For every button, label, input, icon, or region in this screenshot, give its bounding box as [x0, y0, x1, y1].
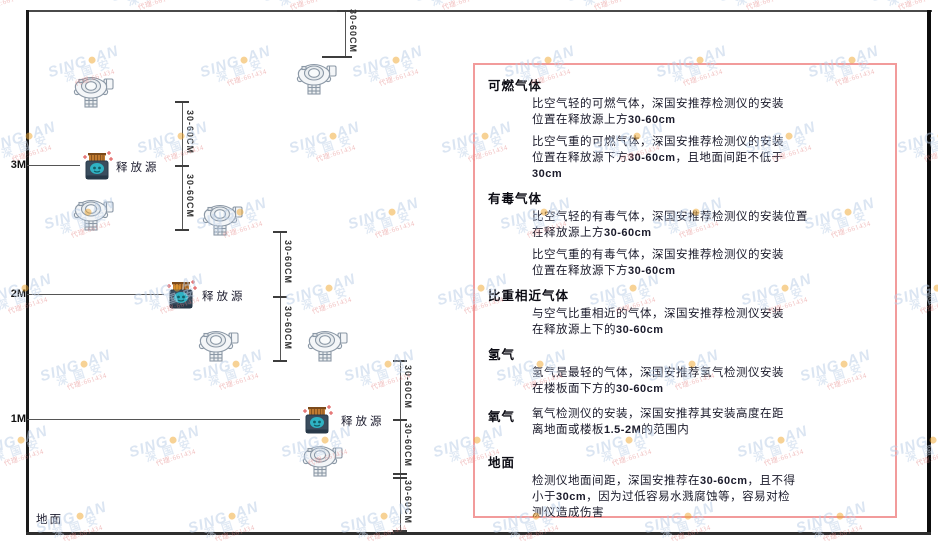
dimension-tick [322, 56, 352, 58]
dimension-tick [273, 296, 287, 298]
gas-detector-icon [202, 204, 243, 236]
gas-detector [72, 193, 114, 231]
section-heading: 比重相近气体 [488, 289, 570, 303]
release-source-icon [167, 280, 197, 309]
section-paragraph: 比空气轻的可燃气体，深国安推荐检测仪的安装 位置在释放源上方30-60cm [532, 98, 784, 126]
installation-notes-panel: 可燃气体比空气轻的可燃气体，深国安推荐检测仪的安装 位置在释放源上方30-60cm… [473, 63, 897, 519]
gas-detector [306, 324, 348, 362]
section-paragraph: 比空气重的有毒气体，深国安推荐检测仪的安装 位置在释放源下方30-60cm [532, 249, 784, 277]
release-source-label: 释放源 [116, 162, 160, 174]
dimension-label: 30-60CM [348, 9, 358, 54]
gas-detector-icon [307, 330, 348, 362]
section-heading: 氧气 [488, 410, 516, 424]
dimension-tick [175, 165, 189, 167]
section-heading: 有毒气体 [488, 192, 543, 206]
section-heading: 氢气 [488, 348, 516, 362]
section-paragraph: 氢气是最轻的气体，深国安推荐氢气检测仪安装 在楼板面下方的30-60cm [532, 367, 784, 395]
gas-detector-icon [73, 76, 114, 108]
height-reference-line [27, 419, 300, 420]
release-source-icon [303, 405, 333, 434]
section-paragraph: 比空气重的可燃气体，深国安推荐检测仪的安装 位置在释放源下方30-60cm，且地面… [532, 136, 784, 180]
section-paragraph: 比空气轻的有毒气体，深国安推荐检测仪的安装位置 在释放源上方30-60cm [532, 211, 808, 239]
right-wall-line [927, 10, 931, 534]
gas-detector [201, 198, 243, 236]
dimension-tick [273, 360, 287, 362]
release-source [299, 404, 335, 436]
height-reference-line [27, 294, 164, 295]
section-paragraph: 与空气比重相近的气体，深国安推荐检测仪安装 在释放源上下的30-60cm [532, 308, 784, 336]
dimension-tick [337, 10, 353, 12]
gas-detector-icon [73, 199, 114, 231]
left-wall-line [26, 10, 29, 534]
dimension-tick [393, 473, 407, 475]
height-label: 1M [10, 413, 26, 425]
dimension-tick [393, 530, 407, 532]
gas-detector [197, 324, 239, 362]
dimension-tick [393, 360, 407, 362]
dimension-tick [175, 229, 189, 231]
gas-detector-icon [302, 445, 343, 477]
dimension-label: 30-60CM [403, 423, 413, 468]
gas-detector [72, 70, 114, 108]
floor-label: 地面 [36, 514, 63, 526]
dimension-label: 30-60CM [185, 174, 195, 219]
ceiling-line [26, 10, 932, 12]
dimension-line [345, 11, 346, 57]
panel-section: 氧气 氧气检测仪的安装，深国安推荐其安装高度在距 离地面或楼板1.5-2M的范围内 [488, 403, 883, 444]
dimension-label: 30-60CM [283, 306, 293, 351]
height-label: 2M [10, 288, 26, 300]
height-reference-line [27, 165, 80, 166]
release-source-icon [83, 151, 113, 180]
dimension-line [400, 361, 401, 532]
section-paragraph: 检测仪地面间距，深国安推荐在30-60cm，且不得 小于30cm，因为过低容易水溅… [532, 475, 796, 519]
dimension-label: 30-60CM [403, 480, 413, 525]
gas-detector-icon [198, 330, 239, 362]
dimension-label: 30-60CM [283, 240, 293, 285]
release-source [79, 150, 115, 182]
section-heading: 可燃气体 [488, 79, 543, 93]
dimension-tick [175, 101, 189, 103]
release-source-label: 释放源 [202, 291, 246, 303]
dimension-tick [273, 231, 287, 233]
section-paragraph: 氧气检测仪的安装，深国安推荐其安装高度在距 离地面或楼板1.5-2M的范围内 [532, 408, 784, 436]
height-label: 3M [10, 159, 26, 171]
dimension-label: 30-60CM [185, 110, 195, 155]
section-heading: 地面 [488, 456, 516, 470]
floor-line [26, 532, 931, 535]
gas-detector [301, 439, 343, 477]
dimension-label: 30-60CM [403, 365, 413, 410]
dimension-tick [393, 419, 407, 421]
release-source [163, 279, 199, 311]
dimension-tick [393, 477, 407, 479]
release-source-label: 释放源 [341, 416, 385, 428]
gas-detector [295, 57, 337, 95]
gas-detector-icon [296, 63, 337, 95]
